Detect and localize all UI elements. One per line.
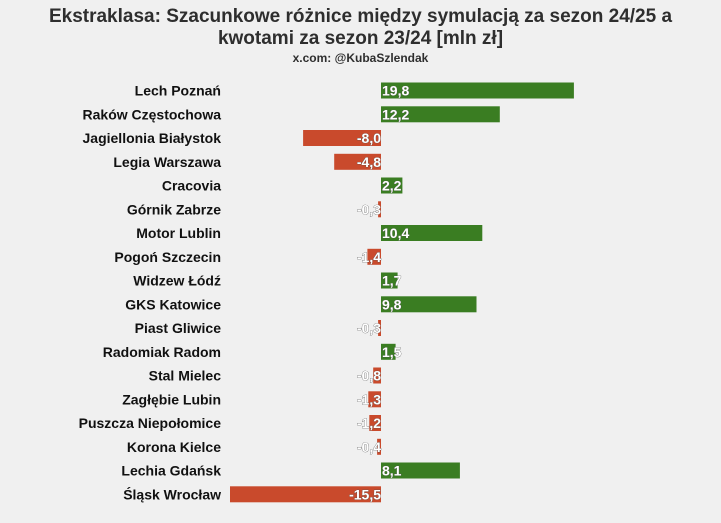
category-label: Piast Gliwice [135, 320, 222, 336]
category-label: Widzew Łódź [133, 273, 221, 289]
bar [378, 201, 381, 218]
value-label: 1,7 [382, 273, 402, 289]
value-label: -0,3 [357, 320, 381, 336]
value-label: -0,4 [357, 439, 381, 455]
value-label: -0,8 [357, 368, 381, 384]
value-label: 9,8 [382, 296, 402, 312]
chart-title-line-2: kwotami za sezon 23/24 [mln zł] [217, 28, 504, 49]
bar [381, 296, 477, 313]
bar [373, 367, 381, 384]
chart-title: Ekstraklasa: Szacunkowe różnice między s… [0, 6, 721, 50]
value-label: 8,1 [382, 463, 402, 479]
value-label: 10,4 [382, 225, 409, 241]
value-label: 12,2 [382, 106, 409, 122]
category-label: Zagłębie Lubin [122, 391, 221, 407]
bar [367, 248, 381, 265]
bar [368, 391, 381, 408]
bar [303, 130, 381, 146]
bar [381, 462, 460, 479]
category-label: Jagiellonia Białystok [83, 130, 222, 146]
category-label: Stal Mielec [149, 368, 222, 384]
bar [381, 225, 483, 241]
category-label: Cracovia [162, 178, 221, 194]
category-label: Raków Częstochowa [83, 106, 222, 122]
value-label: -8,0 [357, 130, 381, 146]
bar [377, 438, 381, 455]
category-label: Śląsk Wrocław [123, 485, 221, 502]
category-label: Legia Warszawa [113, 154, 221, 170]
chart-subtitle: x.com: @KubaSzlendak [292, 51, 429, 65]
bar [381, 343, 396, 360]
value-label: -0,3 [357, 201, 381, 217]
value-label: 19,8 [382, 83, 409, 99]
category-label: Radomiak Radom [103, 344, 221, 360]
bar [381, 82, 574, 99]
bar [378, 320, 381, 336]
category-label: Motor Lublin [136, 225, 221, 241]
category-label: Lech Poznań [135, 83, 221, 99]
category-label: GKS Katowice [125, 296, 221, 312]
category-label: Pogoń Szczecin [114, 249, 221, 265]
bar [381, 272, 398, 289]
category-label: Lechia Gdańsk [121, 463, 221, 479]
bar [381, 177, 403, 194]
value-label: -1,4 [357, 249, 381, 265]
bar [230, 486, 381, 503]
bar [381, 106, 500, 123]
category-label: Korona Kielce [127, 439, 221, 455]
value-label: -4,8 [357, 154, 381, 170]
value-label: -1,3 [357, 391, 381, 407]
chart-title-line-1: Ekstraklasa: Szacunkowe różnice między s… [48, 6, 673, 27]
value-label: 2,2 [382, 178, 402, 194]
bar [334, 153, 381, 170]
value-label: 1,5 [382, 344, 402, 360]
category-label: Górnik Zabrze [127, 201, 221, 217]
value-label: -1,2 [357, 415, 381, 431]
category-label: Puszcza Niepołomice [79, 415, 222, 431]
bar [369, 415, 381, 431]
value-label: -15,5 [349, 486, 381, 502]
